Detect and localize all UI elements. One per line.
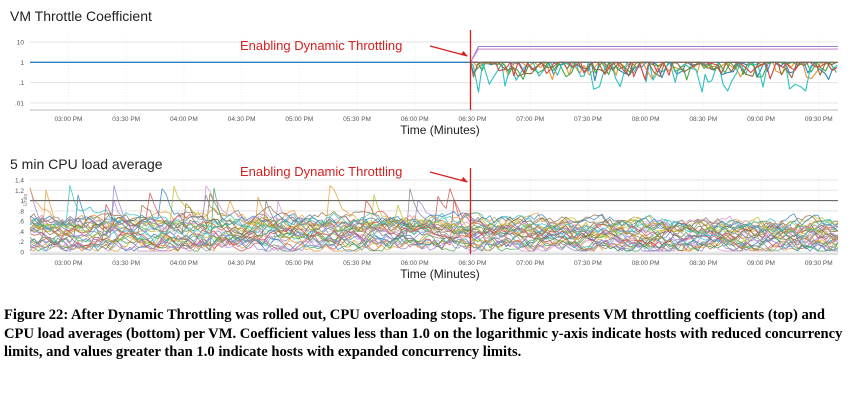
series-line [470,48,838,63]
y-tick-label: 0 [20,250,24,257]
x-tick-label: 07:00 PM [516,116,544,123]
series-line [29,216,839,243]
y-tick-label: 1.2 [15,188,24,195]
cpu-load-chart: 1.4 1.2 1 .8 .6 .4 .2 0 03:00 PM 03:30 PM 04:00 PM… [15,164,839,281]
series-line [29,185,839,252]
x-tick-label: 03:00 PM [55,116,83,123]
x-tick-label: 09:00 PM [747,116,775,123]
x-axis-label: Time (Minutes) [400,123,480,137]
throttle-coefficient-chart: 10 1 .1 .01 03:00 PM 03:30 PM 04:00 PM 04:30 PM… [15,30,838,137]
annotation-text: Enabling Dynamic Throttling [240,164,402,179]
y-tick-label: .4 [19,229,25,236]
x-tick-label: 08:00 PM [632,260,660,267]
series-line [29,233,839,252]
series-line [470,61,838,81]
x-axis-label: Time (Minutes) [400,267,480,281]
y-axis-label: Units [23,193,29,206]
x-tick-label: 09:30 PM [805,260,833,267]
series-line [29,221,839,248]
x-tick-label: 03:00 PM [55,260,83,267]
series-line [29,196,839,252]
y-tick-label: .6 [19,219,25,226]
series-line [29,228,839,252]
series-line [29,225,839,252]
annotation-arrowhead [460,177,468,182]
annotation-text: Enabling Dynamic Throttling [240,38,402,53]
x-tick-label: 08:00 PM [632,116,660,123]
series-line [29,194,838,247]
x-tick-label: 05:30 PM [343,116,371,123]
x-tick-label: 04:30 PM [228,116,256,123]
x-tick-label: 05:30 PM [343,260,371,267]
x-tick-label: 09:30 PM [805,116,833,123]
series-line [29,188,839,239]
top-chart-title: VM Throttle Coefficient [10,8,152,24]
y-tick-label: .2 [19,239,25,246]
x-tick-label: 07:30 PM [574,116,602,123]
series-line [29,233,838,252]
y-tick-label: 10 [17,40,25,47]
y-tick-label: 1 [20,198,24,205]
y-tick-label: 1 [20,60,24,67]
x-tick-label: 05:00 PM [285,116,313,123]
y-tick-label: 1.4 [15,178,24,185]
x-tick-label: 03:30 PM [112,260,140,267]
figure-caption: Figure 22: After Dynamic Throttling was … [4,307,843,360]
series-line [29,205,839,235]
bottom-chart-title: 5 min CPU load average [10,156,163,172]
series-line [29,202,839,246]
y-tick-label: .01 [15,101,24,108]
x-tick-label: 03:30 PM [112,116,140,123]
series-line [29,184,839,240]
x-tick-label: 04:30 PM [228,260,256,267]
annotation-arrowhead [460,51,468,56]
series-line [29,185,839,235]
x-tick-label: 04:00 PM [170,260,198,267]
x-tick-label: 07:00 PM [516,260,544,267]
x-tick-label: 04:00 PM [170,116,198,123]
x-tick-label: 06:00 PM [401,260,429,267]
x-tick-label: 06:00 PM [401,116,429,123]
x-tick-label: 09:00 PM [747,260,775,267]
figure: 10 1.1.01 03:00 PM 03:30 PM 04:00 PM 04:30 PM… [10,8,839,281]
x-tick-label: 08:30 PM [689,116,717,123]
x-tick-label: 08:30 PM [689,260,717,267]
x-tick-label: 05:00 PM [285,260,313,267]
x-tick-label: 06:30 PM [459,116,487,123]
y-tick-label: .1 [19,80,25,87]
x-tick-label: 06:30 PM [459,260,487,267]
x-tick-label: 07:30 PM [574,260,602,267]
y-tick-label: .8 [19,208,25,215]
